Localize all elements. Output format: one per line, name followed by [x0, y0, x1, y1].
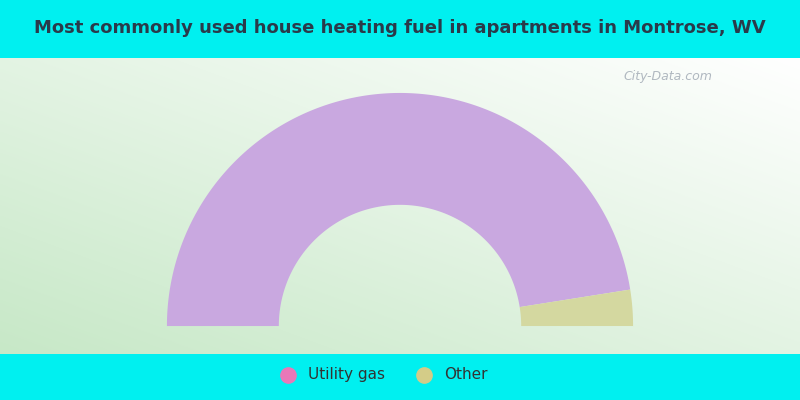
Text: Other: Other [444, 367, 487, 382]
Polygon shape [520, 290, 633, 326]
Text: City-Data.com: City-Data.com [623, 70, 712, 83]
Polygon shape [167, 93, 630, 326]
Text: Most commonly used house heating fuel in apartments in Montrose, WV: Most commonly used house heating fuel in… [34, 19, 766, 37]
Text: Utility gas: Utility gas [308, 367, 385, 382]
